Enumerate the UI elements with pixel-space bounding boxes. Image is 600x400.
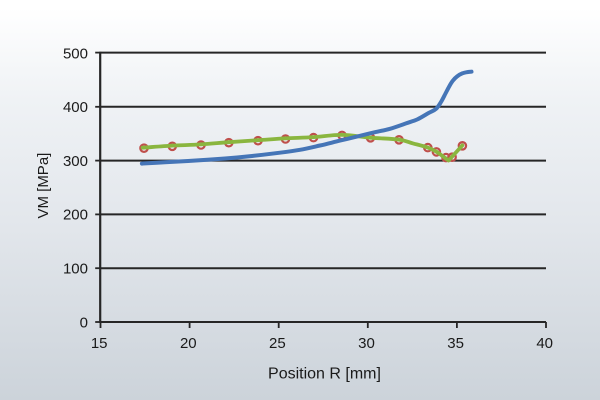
svg-text:Position R [mm]: Position R [mm]	[268, 366, 381, 383]
svg-text:25: 25	[269, 335, 286, 352]
svg-text:35: 35	[447, 335, 464, 352]
svg-text:0: 0	[80, 314, 88, 331]
svg-text:15: 15	[91, 335, 108, 352]
svg-text:300: 300	[63, 153, 88, 170]
svg-text:VM [MPa]: VM [MPa]	[35, 153, 52, 219]
svg-text:500: 500	[63, 45, 88, 62]
svg-text:100: 100	[63, 261, 88, 278]
svg-text:40: 40	[536, 335, 553, 352]
svg-text:200: 200	[63, 207, 88, 224]
svg-text:20: 20	[180, 335, 197, 352]
svg-text:400: 400	[63, 99, 88, 116]
svg-text:30: 30	[358, 335, 375, 352]
